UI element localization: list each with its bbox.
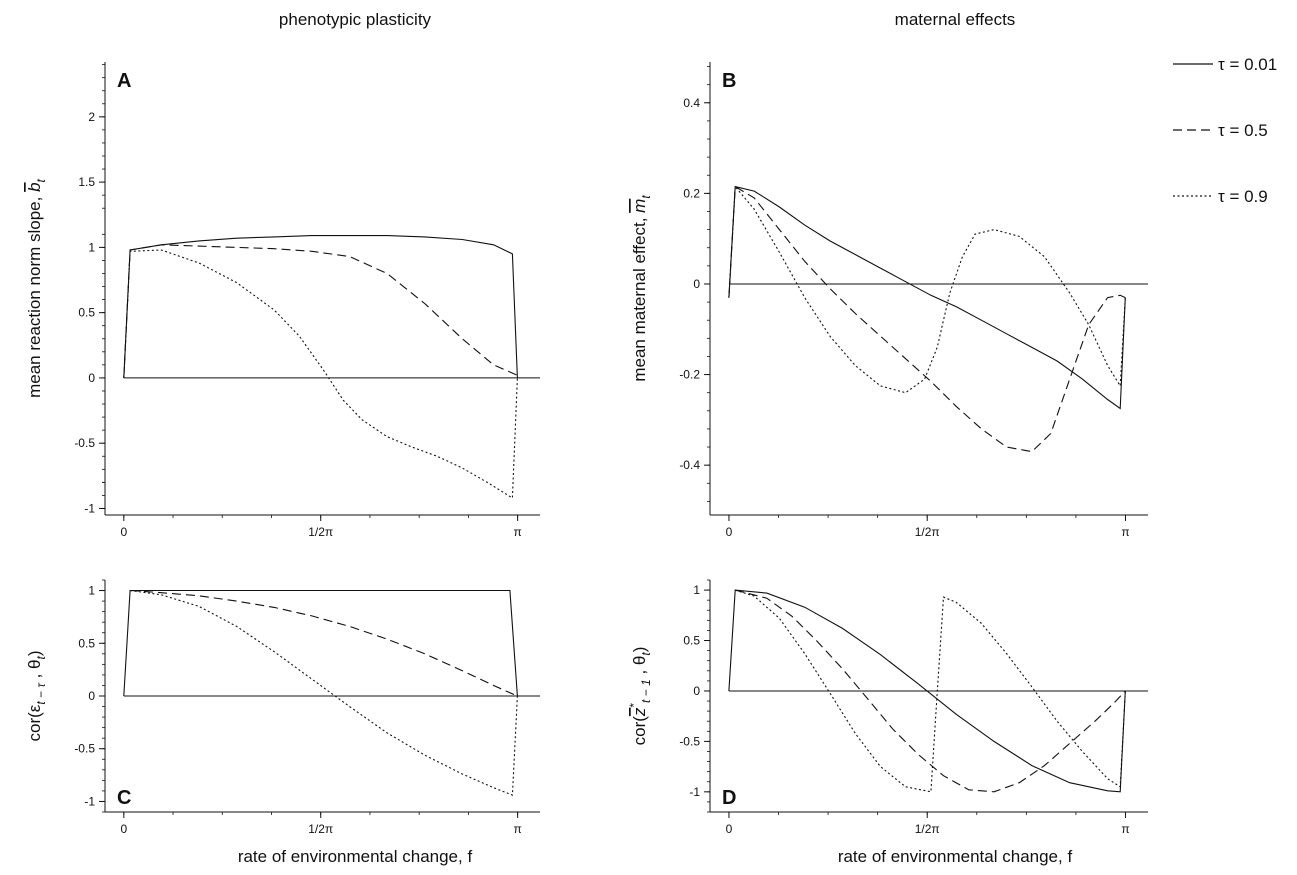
x-tick-label: π	[1121, 525, 1129, 539]
y-tick-label: 0	[693, 277, 700, 291]
panel-letter: D	[722, 787, 736, 809]
y-tick-label: 0.5	[683, 634, 700, 648]
series-line-dotted	[124, 250, 518, 498]
y-tick-label: 1	[88, 240, 95, 254]
x-tick-label: 0	[726, 525, 733, 539]
x-axis-title-right: rate of environmental change, f	[838, 847, 1073, 866]
column-title-maternal: maternal effects	[895, 10, 1016, 29]
x-tick-label: π	[513, 525, 521, 539]
y-axis-label: cor(εt − τ , θt)	[25, 651, 48, 742]
y-tick-label: -1	[84, 794, 95, 808]
series-line-dashed	[130, 591, 517, 697]
legend-label: τ = 0.9	[1218, 187, 1268, 206]
y-axis-label: mean maternal effect, mt	[630, 195, 653, 382]
x-tick-label: 1/2π	[915, 525, 940, 539]
y-tick-label: 1	[693, 583, 700, 597]
y-tick-label: -0.5	[74, 436, 95, 450]
panel-letter: C	[117, 787, 131, 809]
legend: τ = 0.01 τ = 0.5 τ = 0.9	[1173, 55, 1277, 206]
series-line-dotted	[130, 591, 517, 796]
x-axis-title-left: rate of environmental change, f	[238, 847, 473, 866]
x-tick-label: π	[1121, 822, 1129, 836]
y-tick-label: -0.5	[679, 734, 700, 748]
legend-label: τ = 0.01	[1218, 55, 1277, 74]
y-tick-label: 0	[88, 371, 95, 385]
x-tick-label: 0	[120, 822, 127, 836]
series-line-dashed	[729, 187, 1125, 452]
y-tick-label: 1.5	[78, 175, 95, 189]
y-tick-label: 0.5	[78, 306, 95, 320]
x-tick-label: π	[513, 822, 521, 836]
series-line-dashed	[124, 245, 518, 378]
series-line-dotted	[729, 187, 1125, 393]
y-axis-label: mean reaction norm slope, bt	[25, 178, 48, 397]
x-tick-label: 1/2π	[915, 822, 940, 836]
x-tick-label: 1/2π	[308, 525, 333, 539]
column-title-plasticity: phenotypic plasticity	[279, 10, 432, 29]
y-tick-label: -1	[689, 785, 700, 799]
panel-letter: B	[722, 70, 736, 92]
y-tick-label: 0	[88, 689, 95, 703]
y-tick-label: -0.5	[74, 742, 95, 756]
panel-letter: A	[117, 70, 131, 92]
y-tick-label: -1	[84, 501, 95, 515]
x-tick-label: 1/2π	[308, 822, 333, 836]
y-tick-label: 2	[88, 110, 95, 124]
x-tick-label: 0	[120, 525, 127, 539]
y-tick-label: 0.4	[683, 96, 700, 110]
y-axis-label: cor(z*t − 1 , θt)	[627, 647, 653, 746]
y-tick-label: 0.2	[683, 186, 700, 200]
series-line-solid	[124, 591, 518, 697]
y-tick-label: 1	[88, 584, 95, 598]
series-line-solid	[729, 187, 1125, 409]
y-tick-label: -0.2	[679, 368, 700, 382]
y-tick-label: 0.5	[78, 636, 95, 650]
y-tick-label: 0	[693, 684, 700, 698]
x-tick-label: 0	[726, 822, 733, 836]
legend-label: τ = 0.5	[1218, 121, 1268, 140]
y-tick-label: -0.4	[679, 458, 700, 472]
